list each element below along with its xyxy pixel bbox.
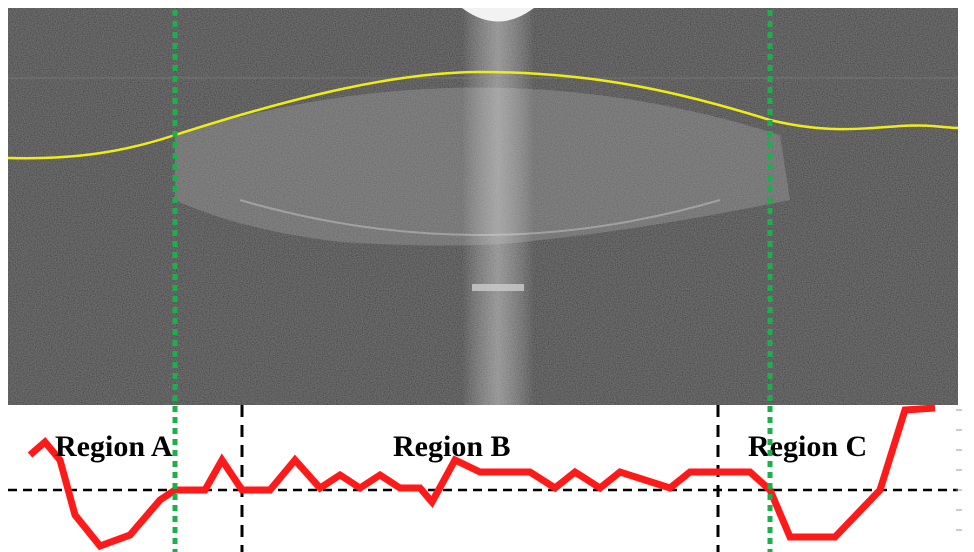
region-label: Region A — [55, 430, 173, 463]
region-label: Region C — [748, 430, 867, 463]
oct-image — [7, 8, 959, 405]
region-label: Region B — [393, 430, 511, 463]
profile-plot: Region A Region B Region C — [8, 404, 962, 552]
